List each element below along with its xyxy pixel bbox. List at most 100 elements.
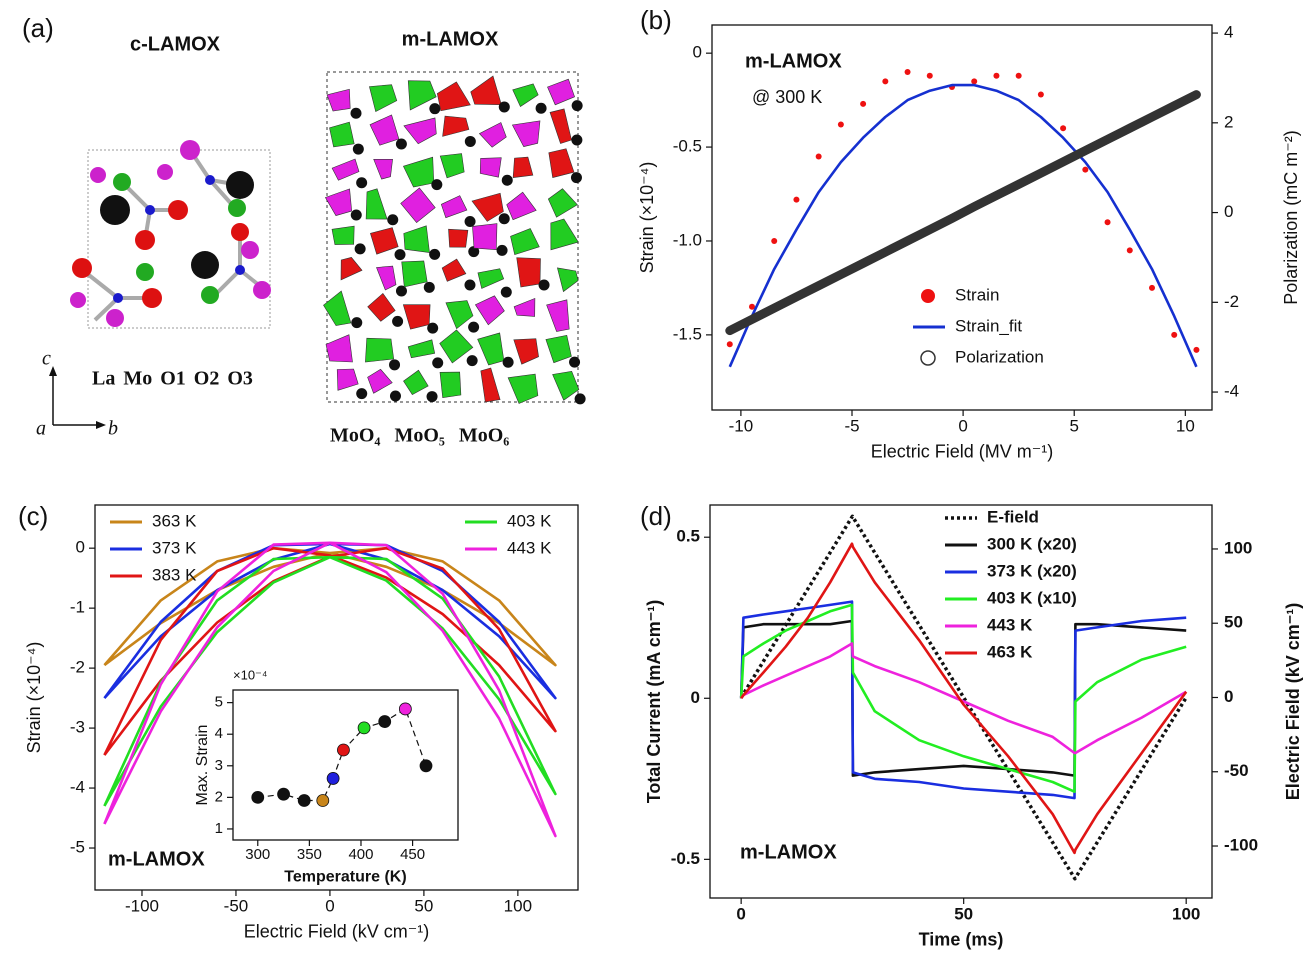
polyhedron: [365, 338, 393, 362]
annotation: m-LAMOX: [108, 848, 205, 870]
atom: [205, 175, 215, 185]
data-point: [1016, 73, 1022, 79]
y-tick-label: -0.5: [671, 849, 700, 868]
axis-name: b: [108, 418, 118, 440]
la-atom: [571, 172, 582, 183]
point: [399, 703, 411, 715]
y2-tick-label: 4: [1224, 23, 1233, 42]
y2-tick-label: 100: [1224, 538, 1252, 557]
polyhedron-legend: MoO₄: [330, 425, 380, 447]
x-axis-label: Electric Field (MV m⁻¹): [871, 441, 1054, 461]
la-atom: [351, 317, 362, 328]
atom: [135, 230, 155, 250]
legend-label: 363 K: [152, 511, 197, 530]
x-axis-label: Electric Field (kV cm⁻¹): [244, 921, 430, 941]
structure-title: m-LAMOX: [402, 28, 499, 50]
x-tick-label: -100: [125, 896, 159, 915]
x-tick-label: 5: [1069, 416, 1078, 435]
data-point: [1193, 347, 1199, 353]
x-tick-label: 0: [325, 896, 334, 915]
x-tick-label: 50: [414, 896, 433, 915]
x-tick-label: 100: [504, 896, 532, 915]
point: [317, 795, 329, 807]
legend-label: 373 K: [152, 538, 197, 557]
atom: [157, 164, 173, 180]
la-atom: [539, 280, 550, 291]
la-atom: [389, 359, 400, 370]
y-tick-label: -2: [70, 658, 85, 677]
la-atom: [499, 101, 510, 112]
data-point: [993, 73, 999, 79]
data-point: [838, 122, 844, 128]
la-atom: [468, 322, 479, 333]
legend-swatch: [921, 289, 935, 303]
point: [379, 716, 391, 728]
data-point: [1038, 91, 1044, 97]
y-axis-label: Strain (×10⁻⁴): [24, 642, 44, 754]
la-atom: [356, 177, 367, 188]
la-atom: [465, 216, 476, 227]
y-tick-label: 0.5: [676, 527, 700, 546]
y-axis-label: Strain (×10⁻⁴): [637, 162, 657, 274]
data-point: [1082, 167, 1088, 173]
la-atom: [424, 282, 435, 293]
y-tick-label: -1.0: [673, 230, 702, 249]
legend-label: 443 K: [507, 538, 552, 557]
la-atom: [355, 243, 366, 254]
data-point: [927, 73, 933, 79]
la-atom: [502, 175, 513, 186]
polyhedron-legend: MoO₅: [394, 425, 444, 447]
x-tick-label: 10: [1176, 416, 1195, 435]
la-atom: [427, 391, 438, 402]
data-point: [727, 341, 733, 347]
y-tick-label: -0.5: [673, 137, 702, 156]
y-tick-label: -4: [70, 778, 85, 797]
annotation: @ 300 K: [752, 87, 822, 107]
atom: [145, 205, 155, 215]
atom: [226, 171, 254, 199]
y-tick-label: 0: [691, 688, 700, 707]
atom-legend: O1: [160, 368, 186, 390]
point: [298, 795, 310, 807]
la-atom: [432, 357, 443, 368]
polyhedron: [449, 229, 468, 247]
la-atom: [356, 388, 367, 399]
point: [252, 791, 264, 803]
atom: [113, 173, 131, 191]
y2-axis-label: Polarization (mC m⁻²): [1281, 130, 1301, 305]
atom: [142, 288, 162, 308]
atom: [235, 265, 245, 275]
point: [337, 744, 349, 756]
y-tick-label: -1: [70, 598, 85, 617]
data-point: [816, 153, 822, 159]
point: [278, 788, 290, 800]
panel-label: (d): [640, 501, 672, 531]
la-atom: [431, 179, 442, 190]
legend-label: 373 K (x20): [987, 561, 1077, 580]
la-atom: [467, 355, 478, 366]
x-tick-label: 50: [954, 904, 973, 923]
la-atom: [396, 285, 407, 296]
la-atom: [427, 323, 438, 334]
panel-label: (b): [640, 5, 672, 35]
point: [420, 760, 432, 772]
la-atom: [569, 357, 580, 368]
atom-legend: La: [92, 368, 115, 390]
atom: [90, 167, 106, 183]
polyhedron: [517, 258, 541, 287]
atom: [231, 223, 249, 241]
y2-tick-label: -50: [1224, 761, 1249, 780]
atom: [100, 195, 130, 225]
la-atom: [497, 245, 508, 256]
la-atom: [390, 390, 401, 401]
atom: [180, 140, 200, 160]
panel-label: (a): [22, 13, 54, 43]
legend-label: 403 K: [507, 511, 552, 530]
data-point: [882, 78, 888, 84]
y2-axis-label: Electric Field (kV cm⁻¹): [1283, 603, 1303, 801]
data-point: [905, 69, 911, 75]
y2-tick-label: -100: [1224, 836, 1258, 855]
x-axis-label: Temperature (K): [284, 869, 406, 886]
y-tick-label: 3: [215, 757, 223, 774]
x-tick-label: -50: [224, 896, 249, 915]
